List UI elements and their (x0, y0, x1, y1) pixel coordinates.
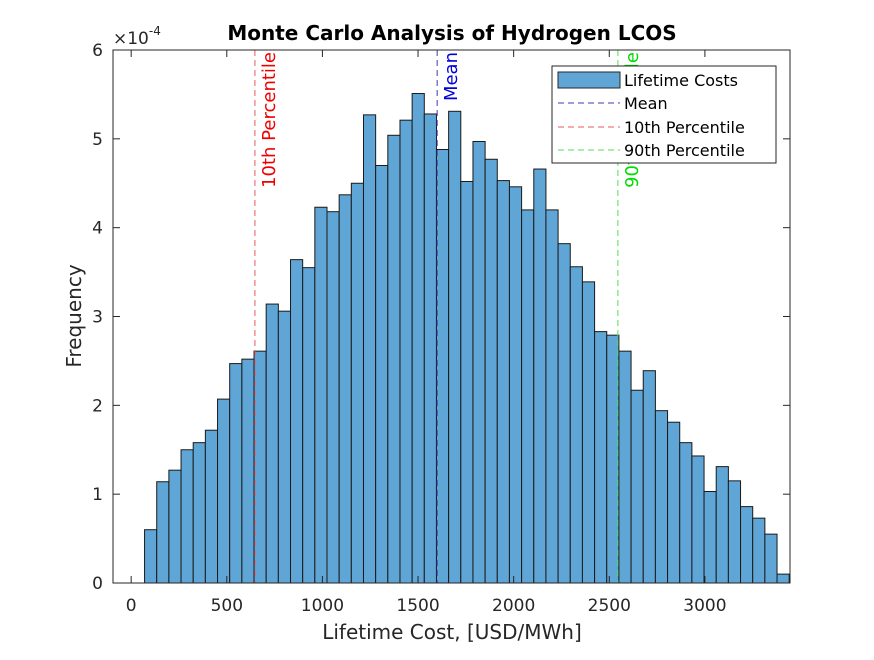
histogram-bar (776, 573, 790, 584)
histogram-bar (703, 491, 717, 584)
histogram-bar (192, 442, 206, 584)
x-ticks-group: 0 500 1000 1500 2000 2500 3000 (126, 50, 727, 616)
histogram-bar (326, 211, 340, 584)
histogram-bar (362, 114, 377, 584)
legend-label-lifetime-costs: Lifetime Costs (624, 71, 738, 90)
y-tick-label: 0 (92, 574, 103, 594)
histogram-bar (144, 529, 158, 584)
histogram-bar (168, 469, 182, 584)
histogram-bar (569, 266, 583, 584)
histogram-bar (204, 429, 219, 584)
reference-lines-group (254, 50, 619, 583)
y-tick-label: 2 (92, 396, 103, 416)
histogram-bar (350, 182, 364, 584)
histogram-bar (460, 180, 474, 584)
histogram-bar (338, 194, 352, 584)
histogram-bar (180, 449, 194, 584)
histogram-bar (740, 506, 754, 584)
histogram-bar (423, 113, 437, 584)
histogram-bar (399, 119, 413, 584)
histogram-bar (472, 140, 486, 584)
histogram-bar (764, 533, 778, 584)
legend-label-mean: Mean (624, 94, 668, 113)
histogram-bar (581, 281, 596, 584)
histogram-bar (253, 350, 267, 584)
histogram-bar (302, 267, 316, 584)
histogram-bar (642, 370, 656, 584)
histogram-bar (217, 398, 231, 584)
legend-label-90th-percentile: 90th Percentile (624, 141, 745, 160)
histogram-bar (496, 180, 510, 584)
y-tick-label: 6 (92, 41, 103, 61)
y-exponent-label: ×10-4 (113, 24, 161, 49)
histogram-bar (277, 310, 292, 584)
x-tick-label: 2000 (492, 596, 535, 616)
histogram-bar (606, 334, 620, 584)
histogram-bar (387, 134, 401, 584)
legend: Lifetime Costs Mean 10th Percentile 90th… (551, 65, 777, 164)
y-tick-label: 3 (92, 308, 103, 328)
histogram-bar (508, 186, 523, 584)
histogram-bar (533, 168, 547, 584)
histogram-bar (484, 158, 498, 584)
x-tick-label: 3000 (683, 596, 726, 616)
10th-percentile-label: 10th Percentile (259, 52, 280, 188)
histogram-bar (618, 350, 632, 584)
x-tick-label: 1000 (301, 596, 344, 616)
histogram-bar (521, 209, 535, 584)
histogram-bar (545, 209, 559, 584)
legend-label-10th-percentile: 10th Percentile (624, 118, 745, 137)
histogram-bar (557, 243, 571, 584)
y-tick-label: 5 (92, 130, 103, 150)
histogram-bar (594, 331, 608, 584)
histogram-bar (375, 164, 389, 584)
histogram-bar (290, 259, 304, 584)
histogram-bar (654, 410, 669, 584)
chart-title: Monte Carlo Analysis of Hydrogen LCOS (227, 21, 676, 45)
histogram-bar (411, 93, 425, 584)
mean-label: Mean (441, 52, 462, 101)
y-ticks-group: 0 1 2 3 4 5 6 (92, 41, 790, 594)
x-tick-label: 2500 (588, 596, 631, 616)
histogram-bar (667, 421, 681, 584)
legend-swatch-lifetime-costs (557, 71, 621, 89)
histogram-bar (156, 481, 170, 584)
y-axis-label: Frequency (62, 264, 86, 367)
histogram-bar (715, 466, 729, 584)
histogram-bar (630, 389, 644, 584)
histogram-bar (727, 480, 742, 584)
histogram-bar (679, 442, 693, 584)
histogram-bar (448, 110, 462, 584)
y-tick-label: 4 (92, 219, 103, 239)
histogram-bar (691, 455, 705, 584)
histogram-bar (314, 206, 328, 584)
histogram-bar (265, 303, 279, 584)
x-tick-label: 0 (126, 596, 137, 616)
histogram-bar (435, 148, 450, 584)
x-tick-label: 500 (211, 596, 243, 616)
x-tick-label: 1500 (396, 596, 439, 616)
histogram-bar (752, 517, 766, 584)
histogram-bar (229, 363, 243, 584)
x-axis-label: Lifetime Cost, [USD/MWh] (322, 620, 582, 644)
y-tick-label: 1 (92, 485, 103, 505)
histogram-bar (241, 358, 255, 584)
